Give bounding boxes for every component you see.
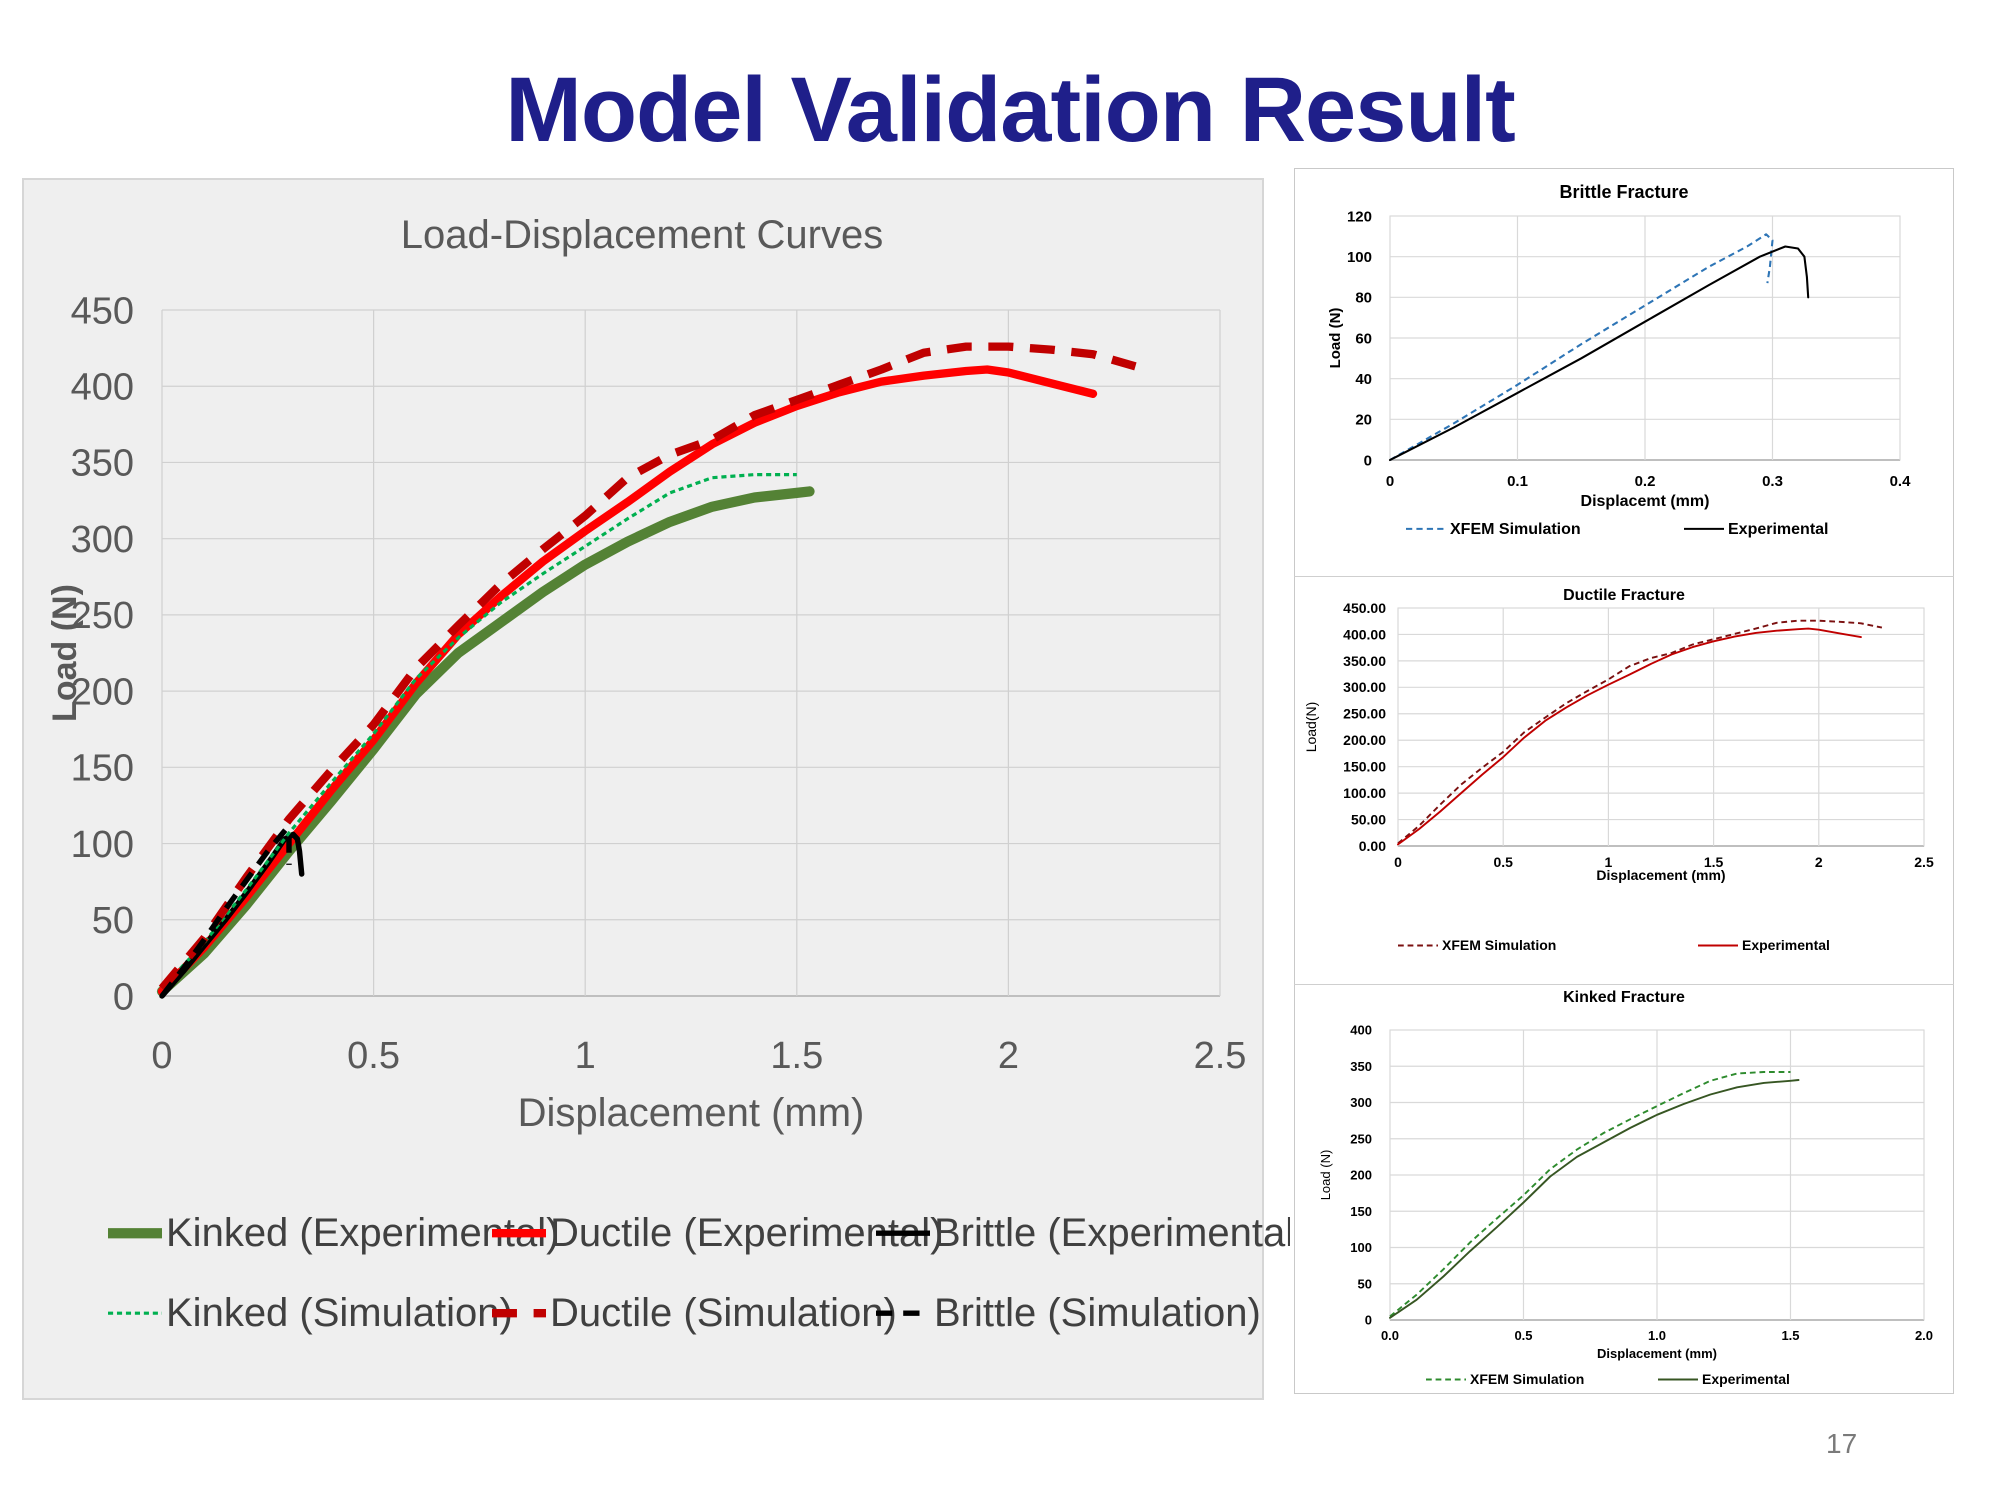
x-tick-label: 0.5 [1514, 1328, 1532, 1343]
y-tick-label: 50.00 [1351, 811, 1386, 827]
legend-label: XFEM Simulation [1450, 521, 1581, 538]
y-tick-label: 350 [71, 443, 134, 485]
chart-title: Ductile Fracture [1563, 587, 1685, 604]
y-tick-label: 0.00 [1359, 838, 1386, 854]
y-tick-label: 0 [1365, 1313, 1372, 1328]
series-line-xfem-simulation [1389, 233, 1774, 461]
y-tick-label: 0 [113, 976, 134, 1018]
y-tick-label: 200 [1350, 1168, 1372, 1183]
y-tick-label: 250 [71, 595, 134, 637]
y-tick-label: 300 [1350, 1095, 1372, 1110]
y-tick-label: 400 [71, 367, 134, 409]
x-tick-label: 2.5 [1914, 854, 1934, 870]
kinked-chart: Kinked Fracture 0 50 100 150 200 250 300 350 400 0… [1318, 989, 1933, 1387]
x-tick-label: 1.0 [1648, 1328, 1666, 1343]
x-tick-label: 0.4 [1890, 473, 1912, 490]
y-tick-label: 40 [1355, 371, 1372, 388]
x-tick-label: 0.5 [1493, 854, 1513, 870]
x-axis-label: Displacement (mm) [518, 1091, 865, 1135]
x-tick-label: 2.0 [1915, 1328, 1933, 1343]
side-panel-divider [1294, 984, 1954, 985]
chart-title: Kinked Fracture [1563, 989, 1685, 1006]
y-tick-label: 200 [71, 671, 134, 713]
y-axis-label: Load (N) [46, 584, 84, 722]
series-line-experimental [1389, 1079, 1800, 1319]
y-tick-label: 20 [1355, 412, 1372, 429]
x-axis-label: Displacemt (mm) [1581, 493, 1710, 510]
legend-label: XFEM Simulation [1442, 937, 1556, 953]
y-tick-label: 100 [1350, 1240, 1372, 1255]
x-tick-label: 2 [1815, 854, 1823, 870]
legend-label: Experimental [1742, 937, 1830, 953]
chart-title: Load-Displacement Curves [401, 213, 883, 257]
series-line-experimental [1388, 245, 1810, 462]
y-tick-label: 200.00 [1343, 732, 1386, 748]
x-tick-label: 2.5 [1194, 1035, 1247, 1077]
legend-label: Experimental [1728, 521, 1828, 538]
y-tick-label: 400 [1350, 1023, 1372, 1038]
legend-label: Brittle (Experimental) [934, 1211, 1290, 1255]
y-tick-label: 350.00 [1343, 653, 1386, 669]
y-tick-label: 450.00 [1343, 600, 1386, 616]
y-tick-label: 150.00 [1343, 759, 1386, 775]
legend-label: Experimental [1702, 1371, 1790, 1387]
brittle-chart: Brittle Fracture 0 20 40 60 80 100 120 0 0.1 0.2 0.… [1327, 182, 1912, 538]
series-line-ductile-simulation [158, 342, 1137, 992]
ductile-chart: Ductile Fracture0.0050.00100.00150.00200… [1303, 587, 1934, 953]
x-tick-label: 1.5 [1781, 1328, 1799, 1343]
y-tick-label: 400.00 [1343, 626, 1386, 642]
x-axis-label: Displacement (mm) [1596, 867, 1725, 883]
y-tick-label: 300.00 [1343, 679, 1386, 695]
y-axis-label: Load (N) [1318, 1150, 1333, 1201]
x-tick-label: 0.0 [1381, 1328, 1399, 1343]
legend-label: Ductile (Simulation) [550, 1291, 897, 1335]
y-tick-label: 0 [1364, 452, 1372, 469]
legend-label: Brittle (Simulation) [934, 1291, 1261, 1335]
y-axis-label: Load(N) [1303, 702, 1319, 753]
y-tick-label: 60 [1355, 330, 1372, 347]
x-tick-label: 1.5 [770, 1035, 823, 1077]
main-chart: Load-Displacement Curves 0 50 100 150 200 250 3… [46, 213, 1290, 1335]
y-axis-label: Load (N) [1327, 308, 1344, 369]
y-tick-label: 100.00 [1343, 785, 1386, 801]
x-tick-label: 1 [575, 1035, 596, 1077]
x-tick-label: 0.3 [1762, 473, 1783, 490]
y-tick-label: 150 [71, 748, 134, 790]
y-tick-label: 150 [1350, 1204, 1372, 1219]
y-tick-label: 80 [1355, 290, 1372, 307]
y-tick-label: 250 [1350, 1131, 1372, 1146]
side-panel-divider [1294, 576, 1954, 577]
x-tick-label: 0.5 [347, 1035, 400, 1077]
x-axis-label: Displacement (mm) [1597, 1346, 1717, 1361]
series-line-kinked-simulation [160, 473, 797, 990]
y-tick-label: 350 [1350, 1059, 1372, 1074]
x-tick-label: 0.2 [1635, 473, 1656, 490]
y-tick-label: 50 [1358, 1276, 1372, 1291]
legend-label: XFEM Simulation [1470, 1371, 1584, 1387]
x-tick-label: 0.1 [1507, 473, 1528, 490]
y-tick-label: 50 [92, 900, 134, 942]
y-tick-label: 120 [1347, 208, 1372, 225]
page-number: 17 [1826, 1428, 1858, 1459]
series-line-xfem-simulation [1397, 619, 1883, 845]
y-tick-label: 300 [71, 519, 134, 561]
slide-title: Model Validation Result [505, 59, 1516, 161]
x-tick-label: 0 [151, 1035, 172, 1077]
series-line-ductile-experimental [157, 365, 1098, 996]
y-tick-label: 100 [71, 824, 134, 866]
x-tick-label: 0 [1386, 473, 1394, 490]
legend-label: Kinked (Simulation) [166, 1291, 513, 1335]
side-charts-panel [1294, 168, 1954, 1394]
y-tick-label: 250.00 [1343, 706, 1386, 722]
x-tick-label: 2 [998, 1035, 1019, 1077]
x-tick-label: 1 [1605, 854, 1613, 870]
y-tick-label: 450 [71, 290, 134, 332]
series-line-kinked-experimental [156, 486, 815, 997]
x-tick-label: 0 [1394, 854, 1402, 870]
series-line-experimental [1397, 627, 1862, 846]
series-line-xfem-simulation [1389, 1071, 1791, 1318]
x-tick-label: 1.5 [1704, 854, 1724, 870]
y-tick-label: 100 [1347, 249, 1372, 266]
chart-title: Brittle Fracture [1559, 182, 1688, 202]
